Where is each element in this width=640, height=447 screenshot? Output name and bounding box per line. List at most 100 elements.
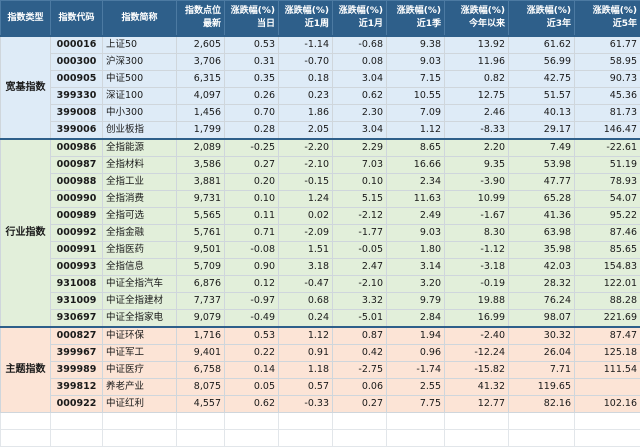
change-5y-cell: 85.65 <box>575 242 640 259</box>
change-5y-cell: 88.28 <box>575 293 640 310</box>
change-quarter-cell: 9.03 <box>387 225 445 242</box>
index-code-cell: 000986 <box>51 139 103 157</box>
change-5y-cell: 81.73 <box>575 105 640 122</box>
index-point-cell: 8,075 <box>177 379 225 396</box>
change-5y-cell <box>575 379 640 396</box>
change-3y-cell: 7.71 <box>509 362 575 379</box>
change-day-cell: 0.12 <box>225 276 279 293</box>
index-code-cell: 000922 <box>51 396 103 413</box>
change-ytd-cell: -1.12 <box>445 242 509 259</box>
index-point-cell: 3,881 <box>177 174 225 191</box>
index-name-cell: 全指信息 <box>103 259 177 276</box>
change-day-cell: 0.90 <box>225 259 279 276</box>
empty-cell <box>177 430 225 447</box>
index-code-cell: 000993 <box>51 259 103 276</box>
index-point-cell: 4,097 <box>177 88 225 105</box>
change-quarter-cell: 9.38 <box>387 36 445 54</box>
index-point-cell: 9,401 <box>177 345 225 362</box>
index-name-cell: 中证环保 <box>103 327 177 345</box>
change-week-cell: -0.70 <box>279 54 333 71</box>
change-day-cell: 0.53 <box>225 36 279 54</box>
change-5y-cell: -22.61 <box>575 139 640 157</box>
header-change-label: 涨跌幅(%) <box>512 5 571 18</box>
change-3y-cell: 56.99 <box>509 54 575 71</box>
index-code-cell: 000992 <box>51 225 103 242</box>
empty-cell <box>575 413 640 430</box>
change-3y-cell: 30.32 <box>509 327 575 345</box>
empty-cell <box>445 430 509 447</box>
change-3y-cell: 28.32 <box>509 276 575 293</box>
change-month-cell: 3.32 <box>333 293 387 310</box>
change-day-cell: 0.28 <box>225 122 279 140</box>
index-name-cell: 全指消费 <box>103 191 177 208</box>
empty-cell <box>509 413 575 430</box>
change-5y-cell: 87.46 <box>575 225 640 242</box>
change-month-cell: -5.01 <box>333 310 387 328</box>
change-month-cell: 0.27 <box>333 396 387 413</box>
header-change-label: 涨跌幅(%) <box>282 5 329 18</box>
index-code-cell: 000991 <box>51 242 103 259</box>
index-point-cell: 3,586 <box>177 157 225 174</box>
index-code-cell: 000905 <box>51 71 103 88</box>
empty-cell <box>333 413 387 430</box>
index-code-cell: 000988 <box>51 174 103 191</box>
index-code-cell: 399008 <box>51 105 103 122</box>
empty-cell <box>225 430 279 447</box>
change-quarter-cell: 1.94 <box>387 327 445 345</box>
index-name-cell: 沪深300 <box>103 54 177 71</box>
change-ytd-cell: 8.30 <box>445 225 509 242</box>
change-month-cell: 0.42 <box>333 345 387 362</box>
change-day-cell: 0.10 <box>225 191 279 208</box>
empty-cell <box>333 430 387 447</box>
index-point-cell: 7,737 <box>177 293 225 310</box>
change-ytd-cell: 0.82 <box>445 71 509 88</box>
header-point-line1: 指数点位 <box>180 5 221 18</box>
change-month-cell: -0.68 <box>333 36 387 54</box>
change-month-cell: 0.06 <box>333 379 387 396</box>
change-ytd-cell: 12.75 <box>445 88 509 105</box>
change-5y-cell: 95.22 <box>575 208 640 225</box>
header-change-label: 涨跌幅(%) <box>448 5 505 18</box>
change-5y-cell: 102.16 <box>575 396 640 413</box>
change-day-cell: 0.35 <box>225 71 279 88</box>
index-code-cell: 399989 <box>51 362 103 379</box>
index-point-cell: 6,876 <box>177 276 225 293</box>
change-week-cell: -2.09 <box>279 225 333 242</box>
header-3y-label: 近3年 <box>512 18 571 31</box>
change-quarter-cell: 2.55 <box>387 379 445 396</box>
change-month-cell: 0.10 <box>333 174 387 191</box>
change-3y-cell: 7.49 <box>509 139 575 157</box>
change-ytd-cell: -3.18 <box>445 259 509 276</box>
index-code-cell: 399006 <box>51 122 103 140</box>
empty-cell <box>103 413 177 430</box>
change-3y-cell: 42.75 <box>509 71 575 88</box>
change-month-cell: -2.10 <box>333 276 387 293</box>
change-week-cell: 1.86 <box>279 105 333 122</box>
change-month-cell: 3.04 <box>333 71 387 88</box>
index-point-cell: 1,456 <box>177 105 225 122</box>
change-week-cell: 0.18 <box>279 71 333 88</box>
change-week-cell: 0.68 <box>279 293 333 310</box>
change-3y-cell: 29.17 <box>509 122 575 140</box>
change-quarter-cell: 10.55 <box>387 88 445 105</box>
change-5y-cell: 146.47 <box>575 122 640 140</box>
index-name-cell: 全指医药 <box>103 242 177 259</box>
index-name-cell: 中证全指家电 <box>103 310 177 328</box>
change-quarter-cell: 16.66 <box>387 157 445 174</box>
change-day-cell: 0.53 <box>225 327 279 345</box>
index-name-cell: 全指工业 <box>103 174 177 191</box>
change-day-cell: -0.08 <box>225 242 279 259</box>
index-point-cell: 1,799 <box>177 122 225 140</box>
change-month-cell: 0.87 <box>333 327 387 345</box>
index-code-cell: 000987 <box>51 157 103 174</box>
change-week-cell: 1.24 <box>279 191 333 208</box>
change-quarter-cell: 7.09 <box>387 105 445 122</box>
change-quarter-cell: -1.74 <box>387 362 445 379</box>
change-5y-cell: 61.77 <box>575 36 640 54</box>
